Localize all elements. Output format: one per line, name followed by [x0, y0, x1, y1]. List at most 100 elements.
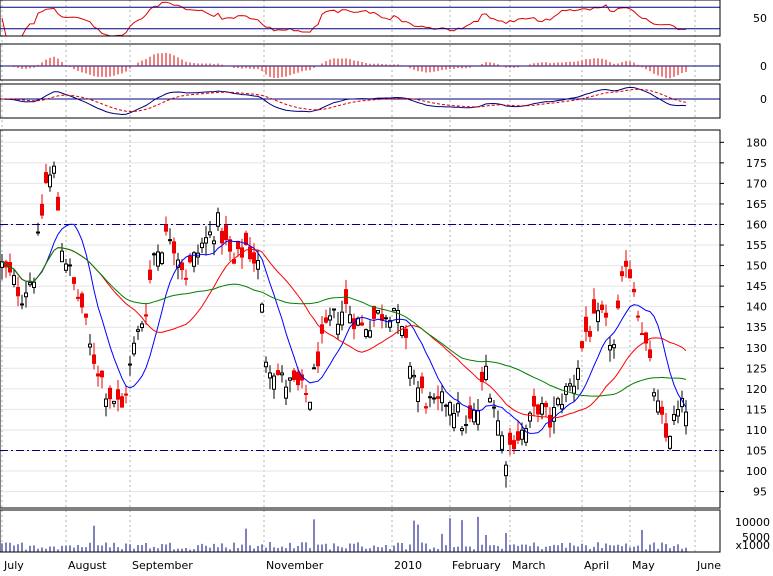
candle-body-113 — [452, 412, 456, 429]
candle-body-18 — [72, 277, 76, 284]
candle-body-37 — [148, 269, 152, 281]
candle-body-97 — [388, 320, 392, 328]
candle-body-167 — [668, 435, 672, 449]
candle-body-115 — [460, 428, 464, 432]
candle-body-30 — [120, 396, 124, 408]
candle-body-130 — [520, 429, 524, 440]
candle-body-140 — [560, 404, 564, 410]
x-label-1: August — [68, 559, 107, 572]
candle-body-6 — [24, 292, 28, 298]
volume-tick-5000: 5000 — [742, 531, 770, 544]
candle-body-50 — [200, 242, 204, 249]
candle-body-124 — [496, 420, 500, 436]
candle-body-169 — [676, 409, 680, 417]
rsi-tick: 50 — [753, 12, 767, 25]
candle-body-157 — [628, 269, 632, 279]
candle-body-66 — [264, 361, 268, 368]
candle-body-3 — [12, 275, 16, 285]
x-label-2: September — [132, 559, 193, 572]
candle-body-168 — [672, 414, 676, 421]
candle-body-156 — [624, 260, 628, 267]
x-label-7: April — [584, 559, 609, 572]
volume-bars — [1, 516, 687, 552]
candle-body-159 — [636, 315, 640, 318]
candle-body-29 — [116, 389, 120, 400]
candle-body-56 — [224, 225, 228, 241]
candle-body-131 — [524, 428, 528, 443]
candle-body-8 — [32, 281, 36, 288]
candle-body-67 — [268, 372, 272, 379]
candle-body-103 — [412, 374, 416, 378]
x-label-0: July — [3, 559, 24, 572]
candlestick-series — [0, 161, 688, 488]
candle-body-51 — [204, 237, 208, 244]
price-tick-125: 125 — [746, 362, 767, 375]
candle-body-151 — [604, 312, 608, 318]
price-tick-155: 155 — [746, 239, 767, 252]
candle-body-105 — [420, 376, 424, 389]
candle-body-10 — [40, 203, 44, 216]
candle-body-20 — [80, 293, 84, 308]
x-label-9: June — [696, 559, 721, 572]
candle-body-161 — [644, 332, 648, 344]
candle-body-146 — [584, 316, 588, 332]
price-tick-145: 145 — [746, 280, 767, 293]
candle-body-73 — [292, 370, 296, 380]
candle-body-33 — [132, 342, 136, 355]
candle-body-106 — [424, 406, 428, 409]
candle-body-59 — [236, 241, 240, 250]
candle-body-79 — [316, 351, 320, 367]
candle-body-9 — [36, 231, 40, 234]
candle-body-141 — [564, 385, 568, 395]
candle-body-24 — [96, 373, 100, 377]
x-label-3: November — [266, 559, 324, 572]
candle-body-93 — [372, 305, 376, 319]
candle-body-163 — [652, 392, 656, 397]
candle-body-86 — [344, 289, 348, 304]
candle-body-143 — [572, 385, 576, 394]
candle-body-39 — [156, 251, 160, 267]
candle-body-34 — [136, 329, 140, 332]
candle-body-109 — [436, 396, 440, 399]
moving-average-series — [1, 223, 687, 434]
candle-body-104 — [416, 387, 420, 402]
candle-body-154 — [616, 300, 620, 309]
candle-body-149 — [596, 310, 600, 323]
candle-body-28 — [112, 400, 116, 404]
candle-body-68 — [272, 375, 276, 390]
candle-body-21 — [84, 313, 88, 318]
candle-body-43 — [172, 241, 176, 254]
candle-body-62 — [248, 246, 252, 260]
candle-body-171 — [684, 411, 688, 427]
candle-body-55 — [220, 230, 224, 244]
candle-body-99 — [396, 310, 400, 324]
candle-body-4 — [16, 286, 20, 297]
candle-body-152 — [608, 344, 612, 351]
price-tick-130: 130 — [746, 342, 767, 355]
price-tick-180: 180 — [746, 136, 767, 149]
price-tick-120: 120 — [746, 383, 767, 396]
candle-body-127 — [508, 432, 512, 445]
candle-body-150 — [600, 304, 604, 311]
candle-body-135 — [540, 403, 544, 415]
candle-body-118 — [472, 409, 476, 423]
candle-body-19 — [76, 296, 80, 299]
histogram-tick: 0 — [760, 60, 767, 73]
candle-body-74 — [296, 371, 300, 386]
candle-body-13 — [52, 165, 56, 174]
candle-body-98 — [392, 308, 396, 312]
candle-body-70 — [280, 372, 284, 376]
indicator-series — [0, 1, 720, 116]
candle-body-101 — [404, 328, 408, 338]
candle-body-136 — [544, 402, 548, 408]
candle-body-112 — [448, 402, 452, 416]
candle-body-14 — [56, 196, 60, 211]
panel-frame-3 — [0, 129, 721, 509]
candle-body-52 — [208, 231, 212, 236]
candle-body-63 — [252, 252, 256, 264]
candle-body-45 — [180, 262, 184, 271]
volume-tick-10000: 10000 — [735, 516, 770, 529]
candle-body-77 — [308, 401, 312, 410]
